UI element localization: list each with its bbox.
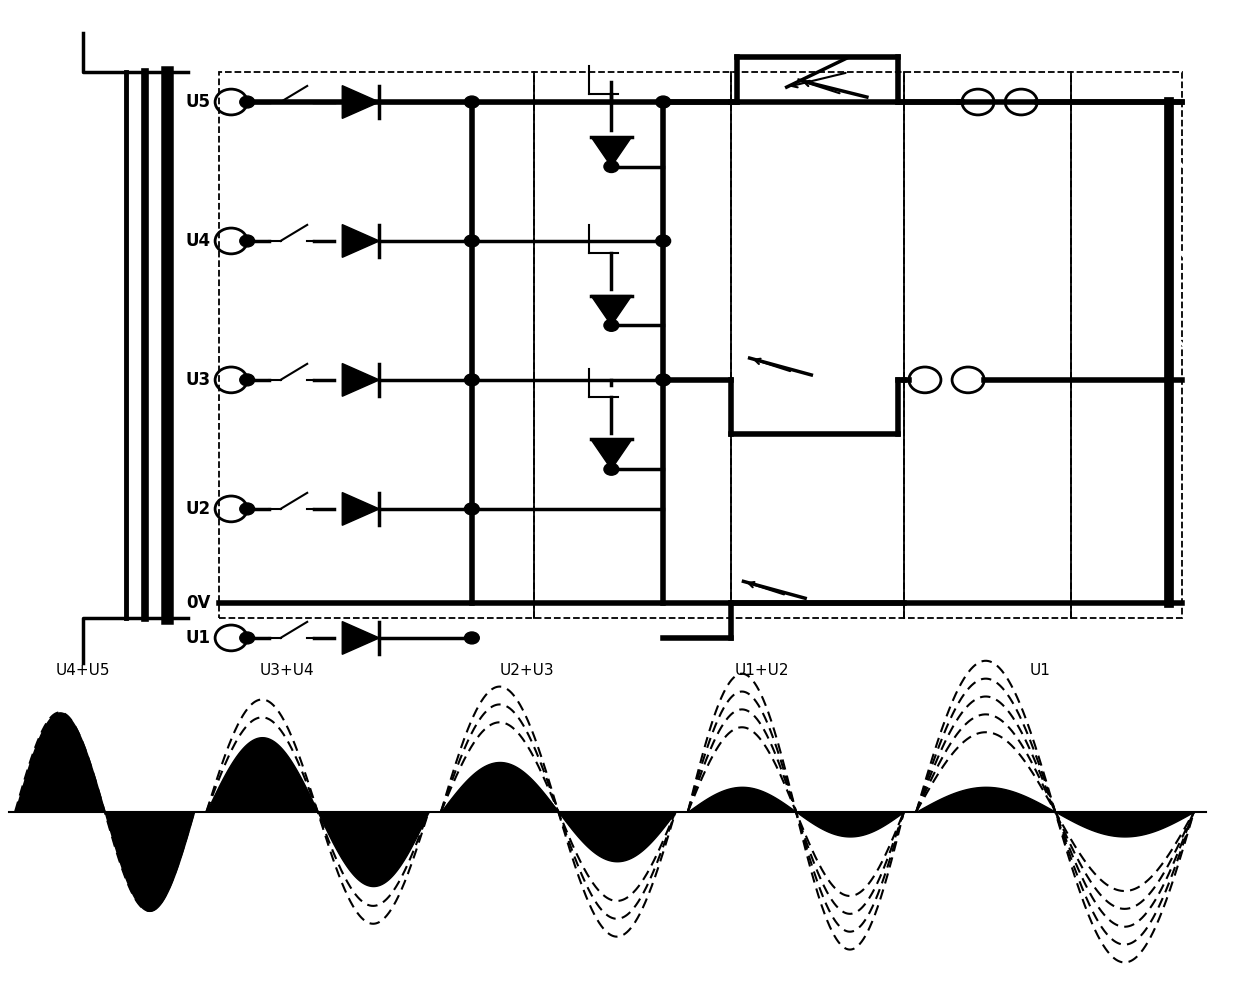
Text: U1: U1 — [185, 629, 210, 647]
Text: 0V: 0V — [186, 594, 210, 612]
Polygon shape — [342, 493, 379, 525]
Text: U5: U5 — [185, 93, 210, 111]
Circle shape — [239, 235, 254, 247]
Polygon shape — [342, 86, 379, 119]
Circle shape — [656, 96, 671, 108]
Circle shape — [239, 374, 254, 386]
Circle shape — [656, 374, 671, 386]
Circle shape — [604, 463, 619, 475]
Polygon shape — [342, 225, 379, 257]
Circle shape — [465, 503, 480, 515]
Text: U1: U1 — [1029, 663, 1050, 678]
Polygon shape — [342, 622, 379, 655]
Circle shape — [656, 235, 671, 247]
Circle shape — [239, 632, 254, 644]
Text: U4: U4 — [185, 232, 210, 250]
Circle shape — [604, 161, 619, 173]
Polygon shape — [591, 295, 631, 325]
Polygon shape — [591, 137, 631, 167]
Circle shape — [465, 374, 480, 386]
Circle shape — [604, 319, 619, 331]
Text: U2: U2 — [185, 500, 210, 518]
Circle shape — [239, 96, 254, 108]
Circle shape — [465, 632, 480, 644]
Text: U3+U4: U3+U4 — [259, 663, 314, 678]
Circle shape — [239, 503, 254, 515]
Circle shape — [465, 235, 480, 247]
Text: U1+U2: U1+U2 — [735, 663, 789, 678]
Text: U3: U3 — [185, 371, 210, 389]
Polygon shape — [342, 363, 379, 396]
Text: U2+U3: U2+U3 — [500, 663, 554, 678]
Circle shape — [465, 96, 480, 108]
Polygon shape — [591, 439, 631, 469]
Text: U4+U5: U4+U5 — [56, 663, 110, 678]
